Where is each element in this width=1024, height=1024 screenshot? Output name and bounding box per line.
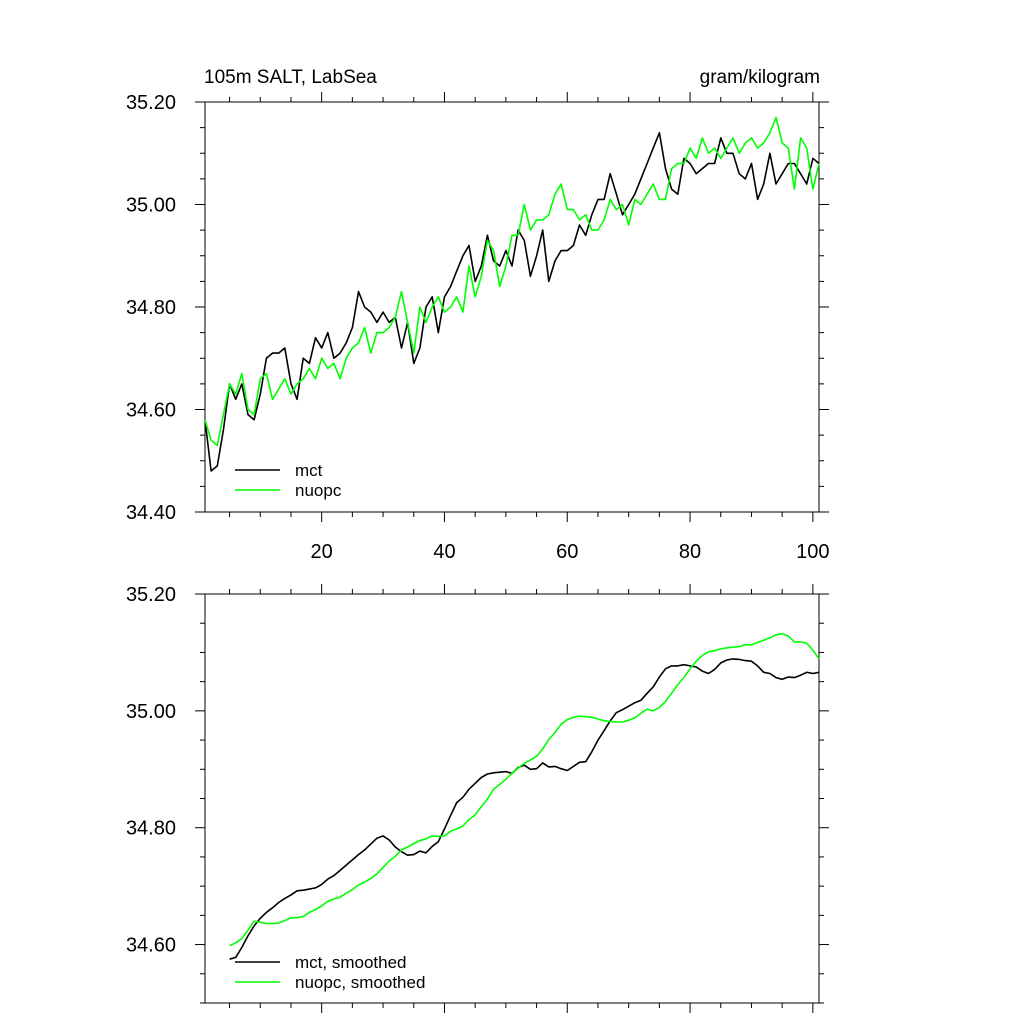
- series-line-nuopc: [204, 116, 820, 447]
- y-tick-label: 34.60: [126, 400, 176, 422]
- legend-label: nuopc: [295, 481, 342, 500]
- plot-frame: [204, 593, 820, 1004]
- y-tick-label: 35.20: [126, 92, 176, 114]
- chart-title-left: 105m SALT, LabSea: [204, 67, 377, 88]
- x-tick-label: 80: [679, 541, 701, 563]
- series-line-mct-smoothed: [229, 658, 820, 960]
- series-line-mct: [204, 132, 820, 472]
- series-line-nuopc-smoothed: [229, 632, 820, 947]
- legend-label: mct: [295, 461, 323, 480]
- y-tick-label: 34.60: [126, 935, 176, 957]
- y-tick-label: 34.80: [126, 818, 176, 840]
- x-tick-label: 60: [556, 541, 578, 563]
- x-tick-label: 20: [311, 541, 333, 563]
- y-tick-label: 35.20: [126, 584, 176, 606]
- legend-label: nuopc, smoothed: [295, 973, 425, 992]
- y-tick-label: 34.40: [126, 502, 176, 524]
- chart-title-right: gram/kilogram: [700, 67, 820, 88]
- legend-label: mct, smoothed: [295, 953, 407, 972]
- y-tick-label: 34.80: [126, 297, 176, 319]
- x-tick-label: 100: [796, 541, 829, 563]
- top-panel: 20 40 60 80 100 34.40 34.60 34.80 35.00 35.20 105m…: [126, 67, 830, 563]
- y-tick-label: 35.00: [126, 195, 176, 217]
- bottom-panel: 34.60 34.80 35.00 35.20 mct, smoothednuopc, …: [126, 584, 829, 1013]
- y-tick-label: 35.00: [126, 701, 176, 723]
- plot-frame: [204, 101, 820, 513]
- x-tick-label: 40: [433, 541, 455, 563]
